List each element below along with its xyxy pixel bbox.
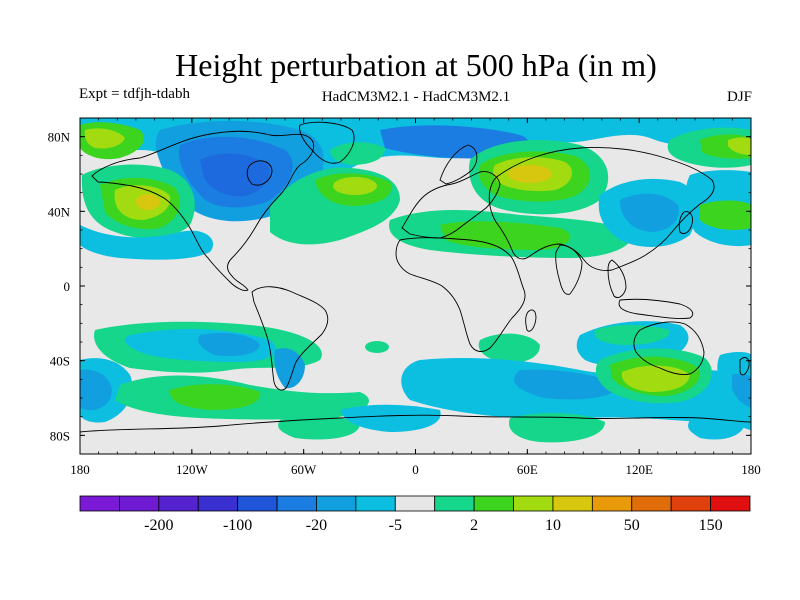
coast-south-america bbox=[251, 286, 329, 391]
coast-antarctica bbox=[80, 414, 751, 433]
plot-area bbox=[80, 118, 751, 454]
coastlines bbox=[80, 121, 751, 433]
x-tick-label: 120E bbox=[625, 462, 653, 477]
coast-scandinavia bbox=[439, 144, 478, 185]
coast-india bbox=[555, 244, 583, 295]
coast-se-asia bbox=[607, 259, 627, 299]
colorbar-swatch bbox=[237, 495, 278, 512]
anomaly-region bbox=[514, 369, 620, 400]
anomaly-region bbox=[509, 413, 605, 443]
colorbar-label: -20 bbox=[306, 517, 327, 534]
coast-hudson-bay bbox=[246, 160, 273, 186]
x-tick-label: 60E bbox=[517, 462, 538, 477]
x-tick-label: 180 bbox=[70, 462, 90, 477]
coast-north-america bbox=[91, 130, 314, 291]
coast-greenland bbox=[299, 121, 355, 164]
colorbar-swatch bbox=[513, 495, 554, 512]
coast-europe bbox=[401, 171, 501, 239]
anomaly-region bbox=[136, 194, 160, 210]
coast-africa bbox=[395, 237, 526, 352]
anomaly-region bbox=[84, 128, 125, 149]
colorbar-swatch bbox=[434, 495, 475, 512]
anomaly-region bbox=[508, 165, 552, 183]
colorbar-swatch bbox=[631, 495, 672, 512]
colorbar-label: 2 bbox=[470, 517, 478, 534]
coast-madagascar bbox=[525, 309, 537, 332]
anomaly-region bbox=[688, 417, 745, 440]
colorbar-label: -5 bbox=[389, 517, 402, 534]
colorbar-swatch bbox=[710, 495, 751, 512]
colorbar-swatch bbox=[197, 495, 239, 512]
coast-australia bbox=[633, 321, 705, 375]
anomaly-region bbox=[169, 384, 261, 410]
coast-indonesia bbox=[618, 298, 694, 319]
anomaly-region bbox=[200, 153, 270, 197]
anomaly-region bbox=[274, 348, 305, 389]
anomaly-region bbox=[728, 137, 751, 155]
anomaly-region bbox=[80, 225, 214, 260]
colorbar-swatch bbox=[355, 495, 396, 512]
colorbar-label: 150 bbox=[699, 517, 723, 534]
y-tick-label: 40N bbox=[48, 204, 71, 219]
anomaly-region bbox=[278, 415, 360, 440]
colorbar-swatch bbox=[670, 495, 711, 512]
y-tick-label: 40S bbox=[50, 354, 70, 369]
anomaly-region bbox=[478, 333, 540, 363]
colorbar-swatch bbox=[316, 495, 357, 512]
anomaly-region bbox=[732, 373, 751, 408]
colorbar-swatch bbox=[79, 495, 120, 512]
colorbar-swatch bbox=[473, 495, 514, 512]
anomaly-region bbox=[198, 333, 260, 357]
colorbar: -200 -100 -20 -5 2 10 50 150 bbox=[79, 495, 751, 534]
colorbar-swatch bbox=[591, 495, 633, 512]
anomaly-region bbox=[700, 200, 751, 230]
colorbar-label: -100 bbox=[223, 517, 252, 534]
colorbar-swatch bbox=[119, 495, 160, 512]
anomaly-region bbox=[333, 177, 377, 195]
x-tick-label: 0 bbox=[412, 462, 419, 477]
y-tick-label: 0 bbox=[64, 279, 71, 294]
x-tick-label: 120W bbox=[176, 462, 209, 477]
anomaly-region bbox=[620, 193, 679, 232]
x-tick-label: 60W bbox=[291, 462, 317, 477]
x-tick-label: 180 bbox=[741, 462, 761, 477]
season-label: DJF bbox=[727, 89, 752, 105]
anomaly-region bbox=[594, 325, 670, 345]
coast-new-zealand bbox=[739, 357, 750, 376]
colorbar-label: -200 bbox=[144, 517, 173, 534]
y-tick-label: 80S bbox=[50, 428, 70, 443]
anomaly-region bbox=[365, 341, 389, 353]
colorbar-swatch bbox=[276, 495, 317, 512]
colorbar-label: 50 bbox=[624, 517, 640, 534]
model-label: HadCM3M2.1 - HadCM3M2.1 bbox=[322, 89, 510, 105]
colorbar-swatch bbox=[158, 495, 199, 512]
colorbar-swatch bbox=[394, 495, 436, 512]
anomaly-region bbox=[340, 404, 441, 432]
main-title: Height perturbation at 500 hPa (in m) bbox=[175, 47, 657, 83]
anomaly-region bbox=[179, 136, 293, 208]
coast-asia bbox=[488, 147, 715, 271]
coast-japan bbox=[678, 211, 693, 235]
anomaly-region bbox=[621, 365, 690, 392]
y-tick-label: 80N bbox=[48, 130, 71, 145]
anomaly-region bbox=[80, 369, 112, 411]
axes: 180 120W 60W 0 60E 120E 180 80N 40N 0 40S 80S bbox=[48, 118, 761, 477]
colorbar-label: 10 bbox=[545, 517, 561, 534]
experiment-label: Expt = tdfjh-tdabh bbox=[79, 86, 190, 102]
colorbar-swatch bbox=[552, 495, 593, 512]
